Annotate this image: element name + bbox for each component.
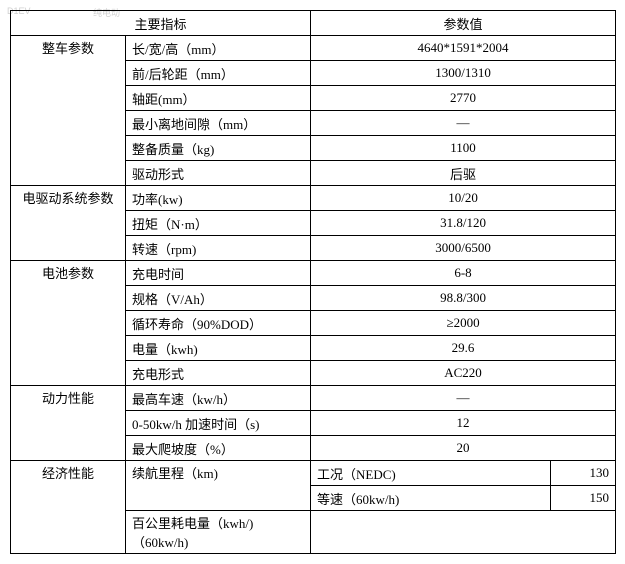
value-cell: 4640*1591*2004 [311,36,616,61]
value-cell: 6-8 [311,261,616,286]
value-cell: AC220 [311,361,616,386]
label-cell: 续航里程（km) [126,461,311,511]
header-main: 主要指标 [11,11,311,36]
value-cell [311,511,616,554]
value-cell: 3000/6500 [311,236,616,261]
label-cell: 规格（V/Ah） [126,286,311,311]
label-cell: 驱动形式 [126,161,311,186]
value-cell: 2770 [311,86,616,111]
sublabel-cell: 等速（60kw/h) [311,486,551,511]
label-cell: 0-50kw/h 加速时间（s) [126,411,311,436]
header-value: 参数值 [311,11,616,36]
table-row: 动力性能最高车速（kw/h）— [11,386,616,411]
label-cell: 充电形式 [126,361,311,386]
label-cell: 电量（kwh) [126,336,311,361]
table-row: 电池参数充电时间6-8 [11,261,616,286]
value-cell: 10/20 [311,186,616,211]
value-cell: — [311,111,616,136]
table-row: 整车参数长/宽/高（mm）4640*1591*2004 [11,36,616,61]
value-cell: 1300/1310 [311,61,616,86]
label-cell: 最小离地间隙（mm） [126,111,311,136]
value-cell: 12 [311,411,616,436]
label-cell: 轴距(mm） [126,86,311,111]
value-cell: 1100 [311,136,616,161]
label-cell: 循环寿命（90%DOD） [126,311,311,336]
value-cell: 31.8/120 [311,211,616,236]
value-cell: ≥2000 [311,311,616,336]
table-row: 经济性能续航里程（km)工况（NEDC)130 [11,461,616,486]
label-cell: 前/后轮距（mm） [126,61,311,86]
label-cell: 百公里耗电量（kwh/)（60kw/h) [126,511,311,554]
spec-table: 主要指标 参数值 整车参数长/宽/高（mm）4640*1591*2004前/后轮… [10,10,616,554]
label-cell: 功率(kw) [126,186,311,211]
header-row: 主要指标 参数值 [11,11,616,36]
value-cell: 98.8/300 [311,286,616,311]
subvalue-cell: 150 [551,486,616,511]
value-cell: — [311,386,616,411]
group-cell: 电池参数 [11,261,126,386]
label-cell: 最高车速（kw/h） [126,386,311,411]
label-cell: 长/宽/高（mm） [126,36,311,61]
table-row: 电驱动系统参数功率(kw)10/20 [11,186,616,211]
group-cell: 整车参数 [11,36,126,186]
value-cell: 后驱 [311,161,616,186]
label-cell: 整备质量（kg) [126,136,311,161]
value-cell: 29.6 [311,336,616,361]
group-cell: 经济性能 [11,461,126,554]
value-cell: 20 [311,436,616,461]
sublabel-cell: 工况（NEDC) [311,461,551,486]
label-cell: 最大爬坡度（%） [126,436,311,461]
label-cell: 充电时间 [126,261,311,286]
label-cell: 转速（rpm) [126,236,311,261]
subvalue-cell: 130 [551,461,616,486]
group-cell: 电驱动系统参数 [11,186,126,261]
label-cell: 扭矩（N·m） [126,211,311,236]
group-cell: 动力性能 [11,386,126,461]
